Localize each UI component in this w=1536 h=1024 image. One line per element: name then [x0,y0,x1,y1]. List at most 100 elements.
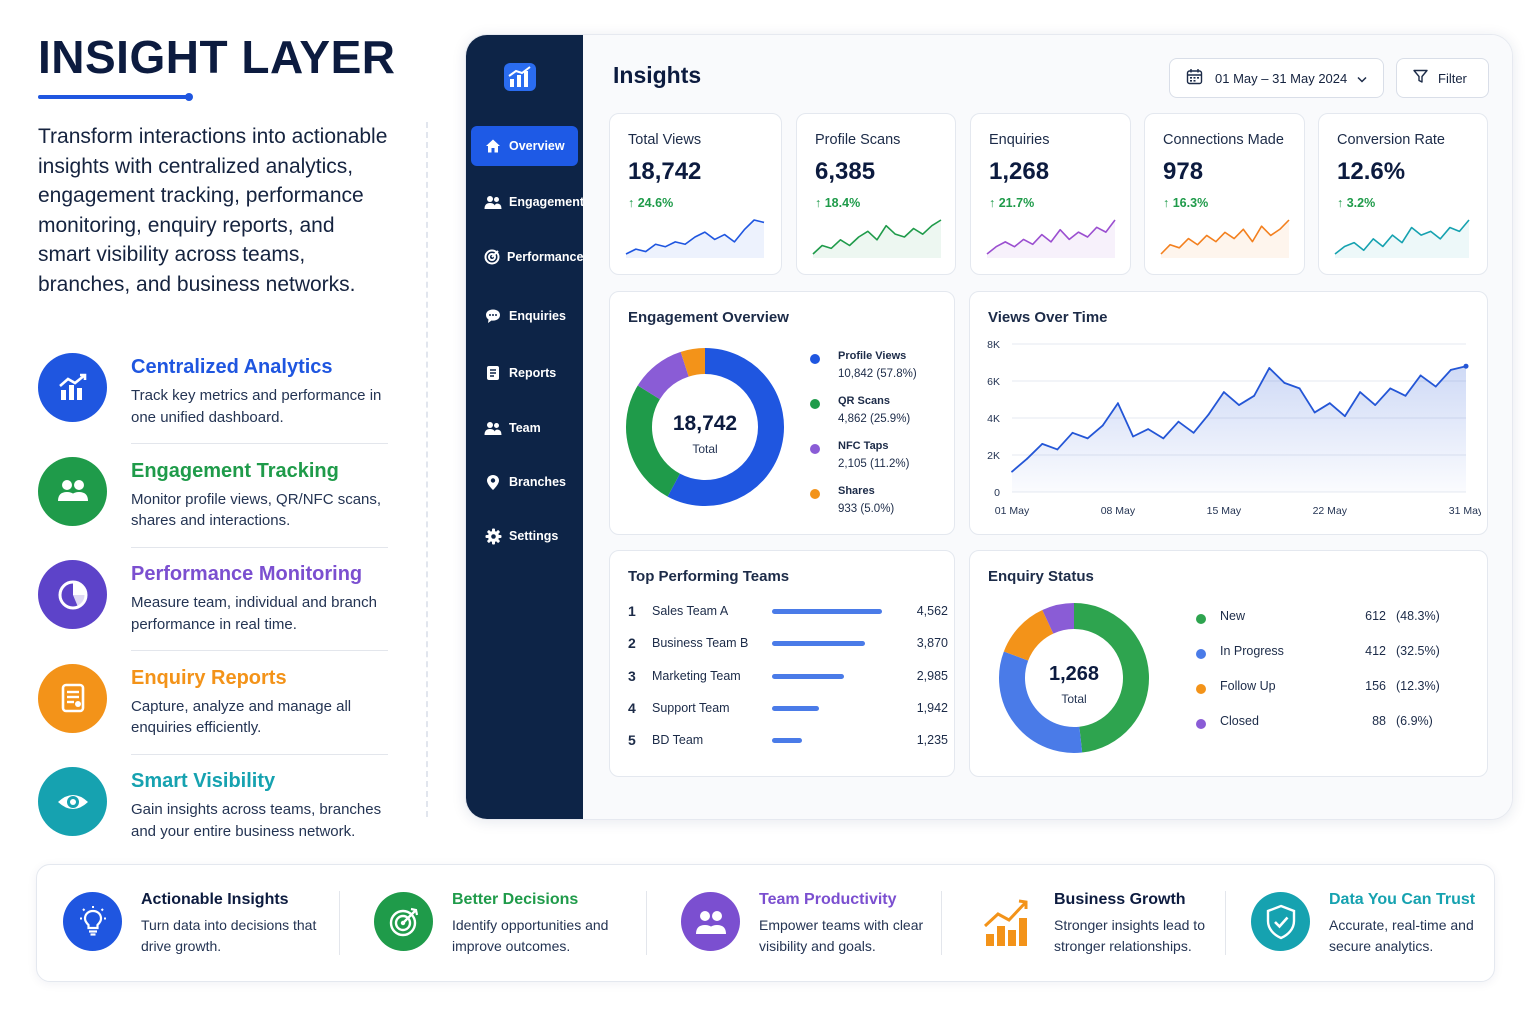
status-row: Follow Up 156 (12.3%) [1196,679,1476,699]
sparkline-area [626,220,764,258]
donut-slice-new [1073,603,1149,753]
legend-dot [810,444,820,454]
sidebar-item-team[interactable]: Team [471,408,578,448]
data-point [1449,369,1452,371]
team-row: 2 Business Team B 3,870 [628,635,948,655]
team-rank: 1 [628,603,636,619]
donut-slice-closed [1042,603,1075,634]
team-name: BD Team [652,733,704,748]
status-count: 156 [1365,679,1386,693]
feature-engagement-tracking: Engagement Tracking Monitor profile view… [38,454,388,558]
hero-title: INSIGHT LAYER [38,31,396,83]
donut-slice-in-progress [999,651,1083,753]
kpi-enquiries[interactable]: Enquiries 1,268 ↑ 21.7% [970,113,1131,275]
sidebar: Overview Engagement Performance Enquirie… [466,35,584,819]
kpi-change-value: 16.3% [1172,196,1209,210]
enquiry-status-card: Enquiry Status 1,268 Total New 612 (48.3%)… [969,550,1488,777]
hero-description: Transform interactions into actionable i… [38,125,388,296]
app-logo-icon[interactable] [502,59,538,95]
sparkline-area [987,220,1115,258]
kpi-label: Profile Scans [815,132,901,148]
feature-list: Centralized Analytics Track key metrics … [38,350,388,868]
card-title: Enquiry Status [988,568,1094,585]
target-icon [484,248,500,266]
sidebar-item-branches[interactable]: Branches [471,462,578,502]
benefit-desc: Stronger insights lead to stronger relat… [1054,917,1205,954]
feature-desc: Gain insights across teams, branches and… [131,801,382,840]
sidebar-item-engagement[interactable]: Engagement [471,182,584,222]
data-point [1313,411,1316,414]
feature-desc: Measure team, individual and branch perf… [131,594,377,633]
benefit-desc: Empower teams with clear visibility and … [759,917,924,954]
divider [339,891,340,955]
y-tick-label: 6K [987,376,1000,388]
data-point [1192,431,1195,434]
filter-button[interactable]: Filter [1396,58,1489,98]
status-dot [1196,614,1206,624]
kpi-connections-made[interactable]: Connections Made 978 ↑ 16.3% [1144,113,1305,275]
legend-item: QR Scans 4,862 (25.9%) [810,395,950,431]
legend-name: Profile Views [838,350,907,362]
y-tick-label: 0 [994,487,1000,499]
feature-title: Centralized Analytics [131,356,333,378]
y-tick-label: 4K [987,413,1000,425]
sidebar-item-reports[interactable]: Reports [471,353,578,393]
legend-item: NFC Taps 2,105 (11.2%) [810,440,950,476]
team-value: 1,235 [916,733,948,748]
status-count: 612 [1365,609,1386,623]
sidebar-item-settings[interactable]: Settings [471,516,578,556]
kpi-label: Connections Made [1163,132,1284,148]
status-percent: (48.3%) [1396,609,1440,623]
kpi-label: Total Views [628,132,702,148]
sparkline-line [986,219,1116,255]
legend-dot [810,354,820,364]
legend-value: 10,842 (57.8%) [838,368,917,380]
feature-title: Engagement Tracking [131,459,339,482]
data-point [1253,394,1256,397]
data-point [1117,402,1119,405]
donut-slice-profile-views [667,348,784,506]
sidebar-item-overview[interactable]: Overview [471,126,578,166]
sidebar-item-performance[interactable]: Performance [471,237,583,277]
data-point [1101,424,1104,427]
chevron-down-icon [1357,71,1367,86]
filter-icon [1413,69,1428,87]
feature-desc: Monitor profile views, QR/NFC scans, sha… [131,490,382,530]
sidebar-item-label: Overview [509,139,565,153]
x-tick-label: 31 May [1449,505,1481,517]
status-count: 88 [1372,714,1386,728]
benefit-desc: Identify opportunities and improve outco… [452,917,609,954]
sparkline [986,219,1116,258]
sidebar-item-label: Engagement [509,195,585,209]
kpi-conversion-rate[interactable]: Conversion Rate 12.6% ↑ 3.2% [1318,113,1488,275]
legend-percent: (57.8%) [876,368,917,380]
x-tick-label: 22 May [1313,505,1348,517]
legend-value: 933 (5.0%) [838,503,894,515]
legend-count: 4,862 [838,413,867,425]
benefits-strip: Actionable Insights Turn data into decis… [36,864,1495,982]
kpi-profile-scans[interactable]: Profile Scans 6,385 ↑ 18.4% [796,113,956,275]
team-rank: 4 [628,699,636,716]
sparkline [625,219,765,258]
legend-name: QR Scans [838,395,890,407]
date-range-picker[interactable]: 01 May – 31 May 2024 [1169,58,1384,98]
card-title: Views Over Time [988,309,1108,326]
pie-icon [38,560,107,629]
title-underline [38,93,193,101]
data-point [1056,448,1059,451]
sidebar-item-enquiries[interactable]: Enquiries [471,296,578,336]
legend-percent: (25.9%) [869,413,911,425]
feature-performance-monitoring: Performance Monitoring Measure team, ind… [38,557,388,661]
status-dot [1196,649,1206,659]
kpi-change-value: 24.6% [637,196,674,210]
benefit-desc: Accurate, real-time and secure analytics… [1329,917,1474,954]
data-point [1222,391,1225,393]
y-tick-label: 2K [987,450,1000,462]
data-point [1374,404,1377,406]
kpi-total-views[interactable]: Total Views 18,742 ↑ 24.6% [609,113,782,275]
donut-total-value: 1,268 [1048,663,1100,685]
data-point [1268,367,1271,369]
divider [941,891,942,955]
sidebar-item-label: Settings [509,529,559,543]
document-icon [38,663,107,733]
